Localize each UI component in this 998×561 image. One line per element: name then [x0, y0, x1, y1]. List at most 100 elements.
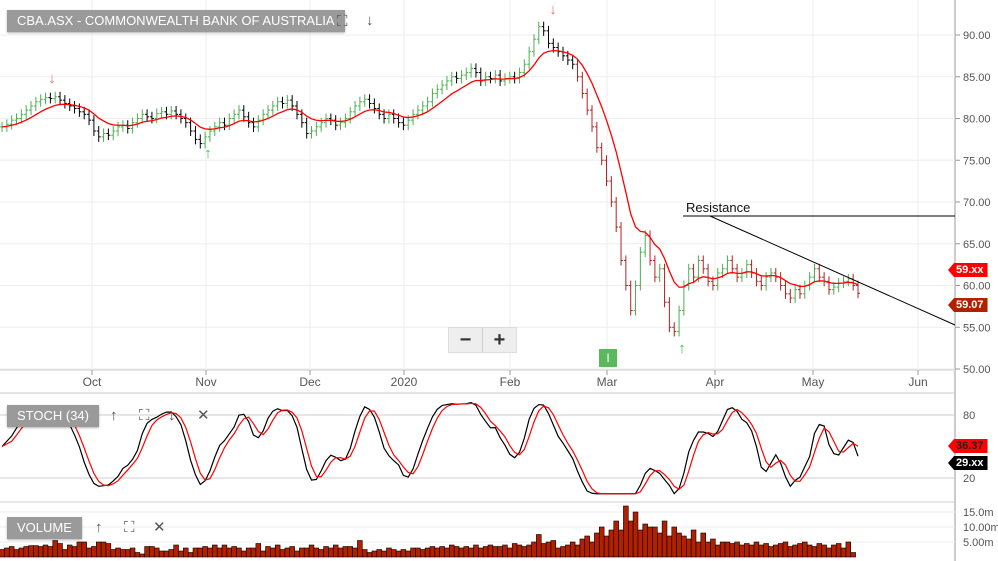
- volume-bar: [661, 520, 668, 558]
- volume-bar: [289, 546, 295, 558]
- volume-bar: [666, 535, 673, 558]
- volume-bar: [715, 544, 721, 558]
- volume-bar: [202, 546, 208, 558]
- volume-bar: [507, 547, 513, 558]
- volume-bar: [381, 550, 387, 558]
- volume-bar: [221, 544, 228, 558]
- arrow-up-icon[interactable]: ↑: [95, 519, 103, 536]
- volume-bar: [497, 546, 503, 558]
- volume-bar: [308, 544, 315, 558]
- volume-bar: [584, 535, 590, 558]
- volume-bar: [332, 544, 339, 558]
- volume-bar: [328, 547, 334, 558]
- close-icon[interactable]: ✕: [153, 519, 166, 536]
- volume-bar: [400, 549, 407, 558]
- stoch-tick-label: 20: [963, 473, 975, 485]
- y-tick-label: 90.00: [963, 30, 991, 42]
- volume-bar: [23, 546, 29, 558]
- stoch-tick-label: 80: [963, 410, 975, 422]
- volume-bar: [66, 544, 73, 558]
- volume-bar: [318, 549, 324, 558]
- symbol-title[interactable]: CBA.ASX - COMMONWEALTH BANK OF AUSTRALIA: [7, 10, 345, 32]
- sell-arrow-icon: ↓: [549, 1, 557, 18]
- volume-bar: [531, 541, 537, 558]
- volume-bar: [652, 526, 658, 558]
- volume-bar: [840, 547, 847, 558]
- volume-bar: [187, 552, 194, 558]
- volume-bar: [758, 544, 764, 558]
- volume-bar: [724, 541, 731, 558]
- volume-bar: [371, 550, 378, 558]
- arrow-down-icon[interactable]: ↓: [168, 407, 176, 424]
- expand-icon[interactable]: ⛶: [124, 519, 135, 536]
- volume-bar: [700, 532, 706, 558]
- volume-bar: [463, 546, 469, 558]
- volume-bar: [4, 547, 10, 558]
- stoch-k-tag: 36.37: [948, 439, 988, 453]
- volume-bar: [236, 547, 242, 558]
- volume-bar: [686, 538, 692, 558]
- volume-bar: [71, 546, 78, 558]
- volume-bar: [816, 543, 823, 558]
- volume-bar: [241, 550, 247, 558]
- arrow-down-icon[interactable]: ↓: [366, 12, 374, 29]
- volume-bar: [429, 546, 436, 558]
- volume-title[interactable]: VOLUME: [7, 517, 82, 539]
- volume-bar: [313, 547, 320, 558]
- volume-bar: [690, 529, 697, 558]
- volume-bar: [589, 541, 595, 558]
- volume-bar: [18, 547, 25, 558]
- volume-bar: [279, 549, 286, 558]
- volume-bar: [270, 547, 276, 558]
- sell-arrow-icon: ↓: [48, 70, 56, 87]
- event-marker[interactable]: I: [599, 349, 617, 367]
- volume-bar: [62, 549, 68, 558]
- volume-bar: [163, 550, 170, 558]
- volume-bar: [792, 544, 798, 558]
- buy-arrow-icon: ↑: [204, 145, 212, 162]
- volume-bar: [216, 547, 223, 558]
- volume-bar: [618, 529, 624, 558]
- volume-bar: [550, 540, 557, 558]
- volume-bar: [154, 547, 160, 558]
- arrow-up-icon[interactable]: ↑: [110, 407, 118, 424]
- volume-bar: [787, 546, 794, 558]
- expand-icon[interactable]: ⛶: [139, 407, 150, 424]
- volume-bar: [183, 547, 189, 558]
- volume-bar: [284, 547, 291, 558]
- close-icon[interactable]: ✕: [197, 407, 210, 424]
- stoch-d-line: [1, 402, 859, 495]
- volume-bar: [342, 546, 349, 558]
- zoom-in-button[interactable]: +: [493, 329, 506, 351]
- zoom-controls: − +: [448, 327, 517, 353]
- x-tick-label: Feb: [500, 375, 521, 389]
- expand-icon[interactable]: ⛶: [337, 13, 348, 30]
- volume-bar: [366, 552, 373, 558]
- volume-bar: [569, 541, 576, 558]
- volume-bar: [129, 547, 136, 558]
- y-tick-label: 80.00: [963, 114, 991, 126]
- volume-bar: [613, 520, 619, 558]
- stoch-title[interactable]: STOCH (34): [7, 405, 99, 427]
- volume-bar: [468, 547, 474, 558]
- volume-bar: [255, 543, 262, 558]
- volume-bar: [782, 541, 789, 558]
- volume-bar: [28, 545, 34, 558]
- volume-bar: [623, 505, 629, 558]
- resistance-label: Resistance: [686, 200, 750, 215]
- volume-bar: [637, 529, 644, 558]
- volume-bar: [226, 547, 233, 558]
- volume-bar: [627, 520, 634, 558]
- x-tick-label: Oct: [83, 375, 102, 389]
- price-tag-hidden: 59.xx: [948, 263, 988, 277]
- zoom-out-button[interactable]: −: [449, 328, 483, 352]
- volume-bar: [265, 546, 271, 558]
- volume-bar: [676, 532, 682, 558]
- volume-bar: [420, 549, 426, 558]
- volume-bar: [192, 547, 199, 558]
- volume-bar: [231, 546, 237, 558]
- volume-bar: [197, 547, 204, 558]
- volume-tick-label: 10.00m: [963, 522, 998, 534]
- volume-bar: [777, 543, 784, 558]
